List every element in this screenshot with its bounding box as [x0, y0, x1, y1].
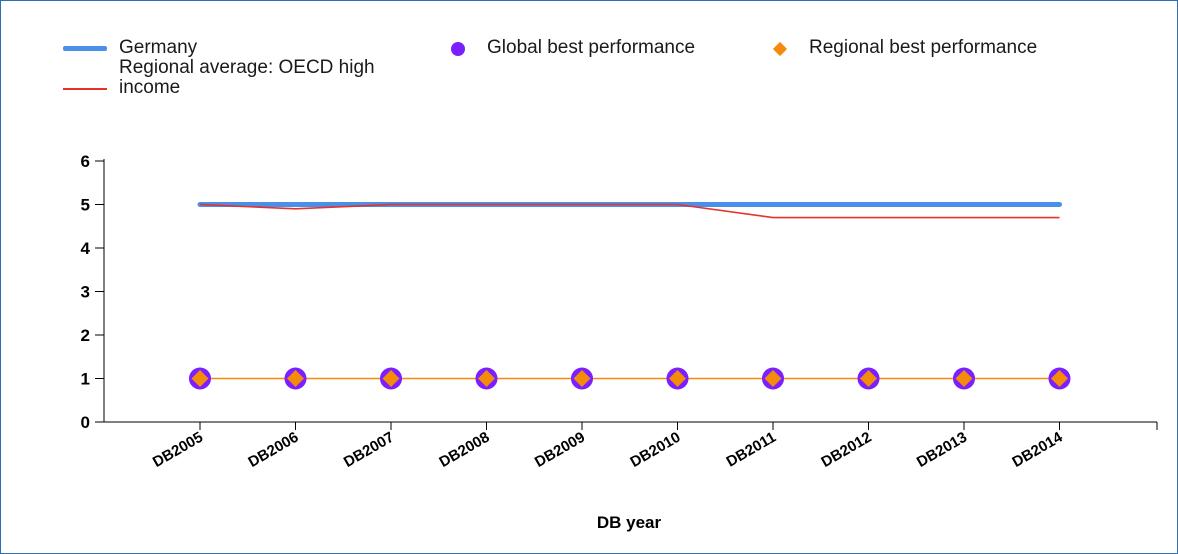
x-tick-label: DB2006 [245, 429, 301, 471]
legend-item-regional-average: Regional average: OECD high income [63, 58, 419, 98]
point-regional-best [191, 370, 209, 387]
x-tick-label: DB2013 [914, 429, 970, 471]
point-regional-best [382, 370, 400, 387]
point-regional-best [764, 370, 782, 387]
point-regional-best [287, 370, 304, 387]
legend-swatch-regional-average [63, 88, 107, 90]
x-tick-label: DB2012 [818, 429, 874, 471]
point-regional-best [573, 370, 591, 387]
y-tick-label: 2 [81, 326, 90, 345]
point-regional-best [478, 370, 495, 387]
y-tick-label: 4 [81, 239, 91, 258]
legend-item-germany: Germany [63, 38, 197, 58]
x-tick-label: DB2014 [1009, 428, 1066, 471]
x-tick-label: DB2011 [724, 429, 779, 471]
series-line-regional-average [199, 203, 1060, 219]
legend-item-global-best: Global best performance [451, 38, 695, 58]
x-tick-label: DB2007 [341, 429, 397, 471]
y-tick-label: 6 [81, 152, 90, 171]
x-tick-label: DB2005 [150, 429, 206, 471]
legend-label-global-best: Global best performance [487, 37, 696, 58]
legend-label-regional-best: Regional best performance [809, 37, 1038, 58]
y-tick-label: 3 [81, 283, 90, 302]
point-regional-best [860, 370, 877, 387]
legend-item-regional-best: Regional best performance [772, 37, 1038, 58]
legend-label-germany: Germany [119, 37, 198, 58]
point-regional-best [955, 370, 973, 387]
point-regional-best [1051, 370, 1068, 387]
x-tick-label: DB2009 [532, 429, 588, 471]
legend-swatch-germany [63, 46, 107, 51]
x-tick-label: DB2010 [627, 429, 683, 471]
y-tick-label: 1 [81, 370, 90, 389]
x-tick-label: DB2008 [436, 429, 492, 471]
legend-label-regional-average: Regional average: OECD high income [119, 57, 375, 98]
x-axis-title: DB year [597, 513, 662, 532]
y-tick-label: 0 [81, 413, 90, 432]
legend-swatch-global-best [451, 42, 465, 56]
point-regional-best [669, 370, 686, 387]
y-tick-label: 5 [81, 196, 90, 215]
